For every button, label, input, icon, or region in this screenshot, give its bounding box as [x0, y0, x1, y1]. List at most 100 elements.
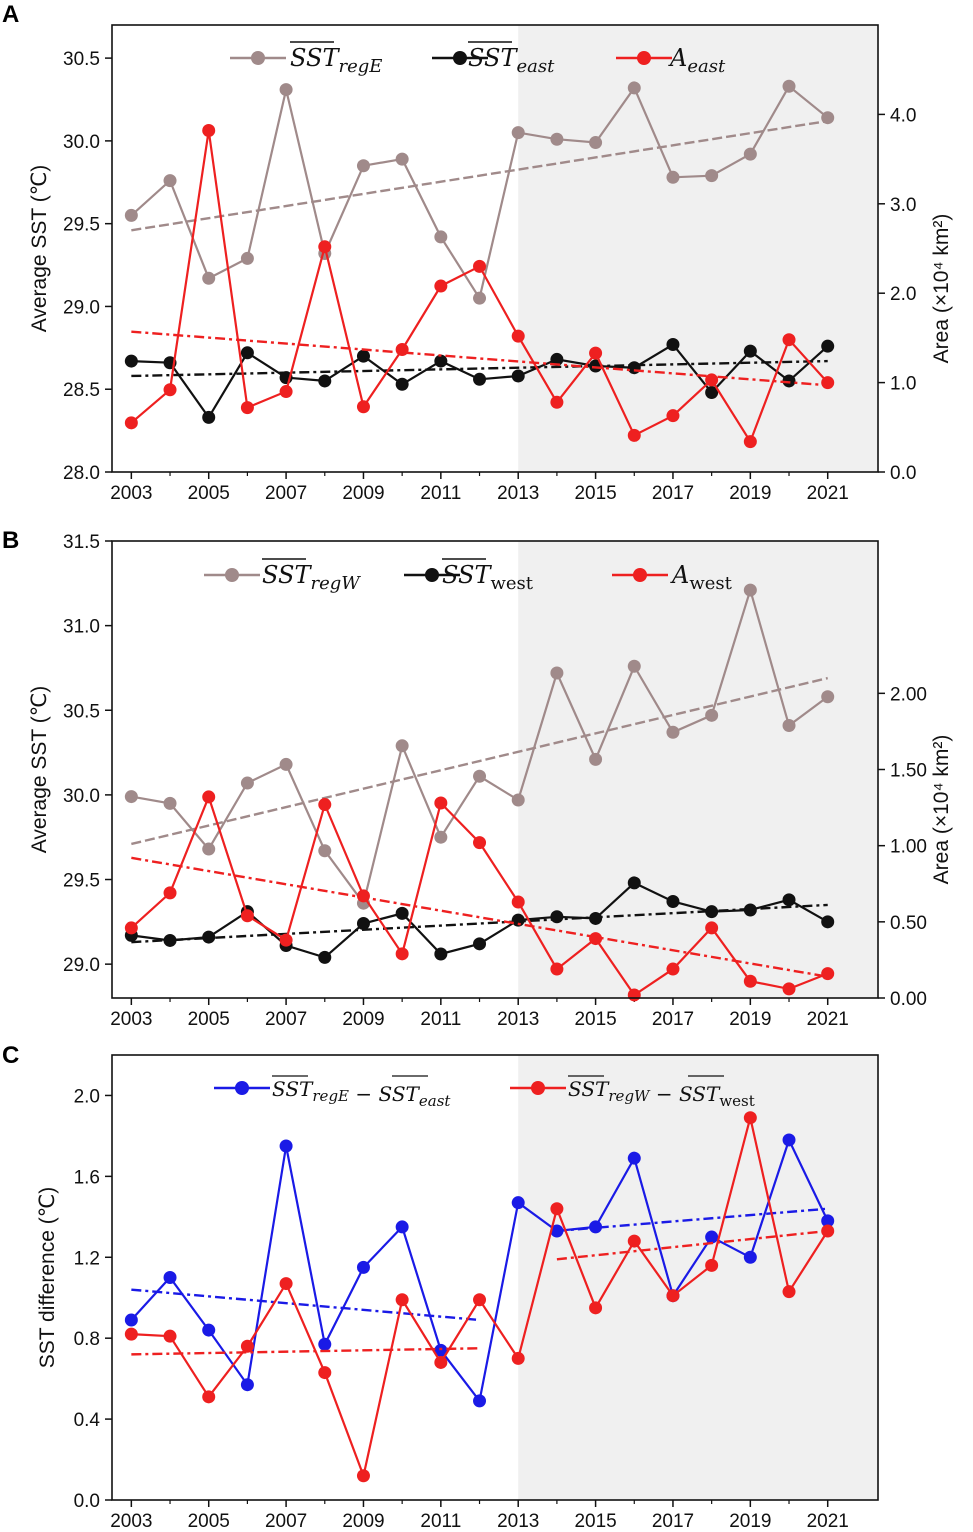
y-tick-label: 29.0 [63, 955, 100, 976]
series-sst-regw [124, 583, 835, 910]
trend-line [556, 1229, 828, 1261]
data-point [395, 1220, 409, 1234]
data-point [821, 690, 835, 704]
shaded-period [518, 541, 878, 998]
panel-a: A 2003 2005 2007 2009 2011 2013 2015 2017 2019 202… [2, 1, 953, 504]
data-point [395, 739, 409, 753]
data-point [821, 339, 835, 353]
legend-marker [251, 51, 265, 65]
data-point [705, 1230, 719, 1244]
data-point [511, 1196, 525, 1210]
data-point [395, 1293, 409, 1307]
data-point [511, 913, 525, 927]
data-point [318, 1337, 332, 1351]
data-point [705, 169, 719, 183]
legend-label: SSTregW − SSTwest [568, 1077, 755, 1110]
data-point [279, 757, 293, 771]
data-point [589, 911, 603, 925]
data-point [202, 790, 216, 804]
y-tick-label: 28.0 [63, 463, 100, 484]
data-point [434, 1355, 448, 1369]
data-point [318, 798, 332, 812]
legend-marker [453, 51, 467, 65]
data-point [589, 1220, 603, 1234]
panel-b: B 2003 2005 2007 2009 2011 2013 2015 2017 2019 202… [2, 527, 953, 1030]
x-tick-label: 2019 [729, 1009, 771, 1030]
data-point [434, 279, 448, 293]
data-point [743, 1111, 757, 1125]
data-point [821, 1214, 835, 1228]
data-point [473, 372, 487, 386]
data-point [279, 385, 293, 399]
data-point [279, 83, 293, 97]
y-axis-title: SST difference (℃) [36, 1187, 59, 1369]
x-tick-label: 2011 [420, 1511, 461, 1532]
x-tick-label: 2013 [497, 483, 539, 504]
data-point [666, 338, 680, 352]
data-point [434, 230, 448, 244]
shaded-period [518, 25, 878, 472]
x-tick-label: 2011 [420, 1009, 461, 1030]
y-tick-label: 0.0 [74, 1491, 100, 1512]
data-point [473, 937, 487, 951]
x-tick-label: 2017 [652, 483, 694, 504]
data-point [318, 1366, 332, 1380]
data-point [550, 395, 564, 409]
data-point [202, 1390, 216, 1404]
data-point [511, 895, 525, 909]
y-axis-title: Average SST (℃) [28, 165, 51, 333]
data-point [124, 1327, 138, 1341]
shaded-period [518, 1055, 878, 1500]
data-point [821, 111, 835, 125]
x-tick-label: 2021 [807, 1511, 849, 1532]
legend-label: Aeast [668, 44, 726, 77]
x-tick-label: 2007 [265, 1511, 307, 1532]
plot-frame [111, 1054, 879, 1501]
data-point [550, 962, 564, 976]
data-point [163, 1329, 177, 1343]
data-point [589, 1301, 603, 1315]
series-a-west [124, 790, 835, 1002]
data-point [473, 291, 487, 305]
y-tick-label: 2.0 [74, 1086, 100, 1107]
y2-tick-label: 1.50 [890, 761, 927, 782]
data-point [356, 159, 370, 173]
data-point [202, 1323, 216, 1337]
data-point [163, 796, 177, 810]
data-point [743, 147, 757, 161]
data-point [124, 208, 138, 222]
y-tick-label: 30.0 [63, 786, 100, 807]
data-point [473, 1394, 487, 1408]
data-point [240, 909, 254, 923]
data-point [705, 708, 719, 722]
data-point [511, 793, 525, 807]
data-point [124, 354, 138, 368]
x-tick-label: 2007 [265, 1009, 307, 1030]
plot-frame [111, 24, 879, 473]
data-point [163, 1271, 177, 1284]
data-point [743, 903, 757, 917]
data-point [202, 271, 216, 285]
trend-line [131, 676, 828, 846]
panel-letter: C [2, 1042, 19, 1069]
y-tick-label: 0.8 [74, 1329, 100, 1350]
data-point [782, 893, 796, 907]
series-sst-rege [124, 79, 835, 305]
x-tick-label: 2009 [342, 1511, 384, 1532]
data-point [279, 933, 293, 947]
y-tick-label: 30.5 [63, 701, 100, 722]
trend-line [131, 119, 828, 232]
data-point [356, 889, 370, 903]
data-point [550, 132, 564, 146]
y-tick-label: 1.2 [74, 1248, 100, 1269]
data-point [395, 377, 409, 391]
data-point [782, 79, 796, 93]
data-point [473, 259, 487, 273]
data-point [511, 1351, 525, 1365]
data-point [202, 410, 216, 424]
data-point [821, 915, 835, 929]
data-point [202, 842, 216, 856]
data-point [550, 666, 564, 680]
x-tick-label: 2017 [652, 1009, 694, 1030]
data-point [743, 1250, 757, 1264]
